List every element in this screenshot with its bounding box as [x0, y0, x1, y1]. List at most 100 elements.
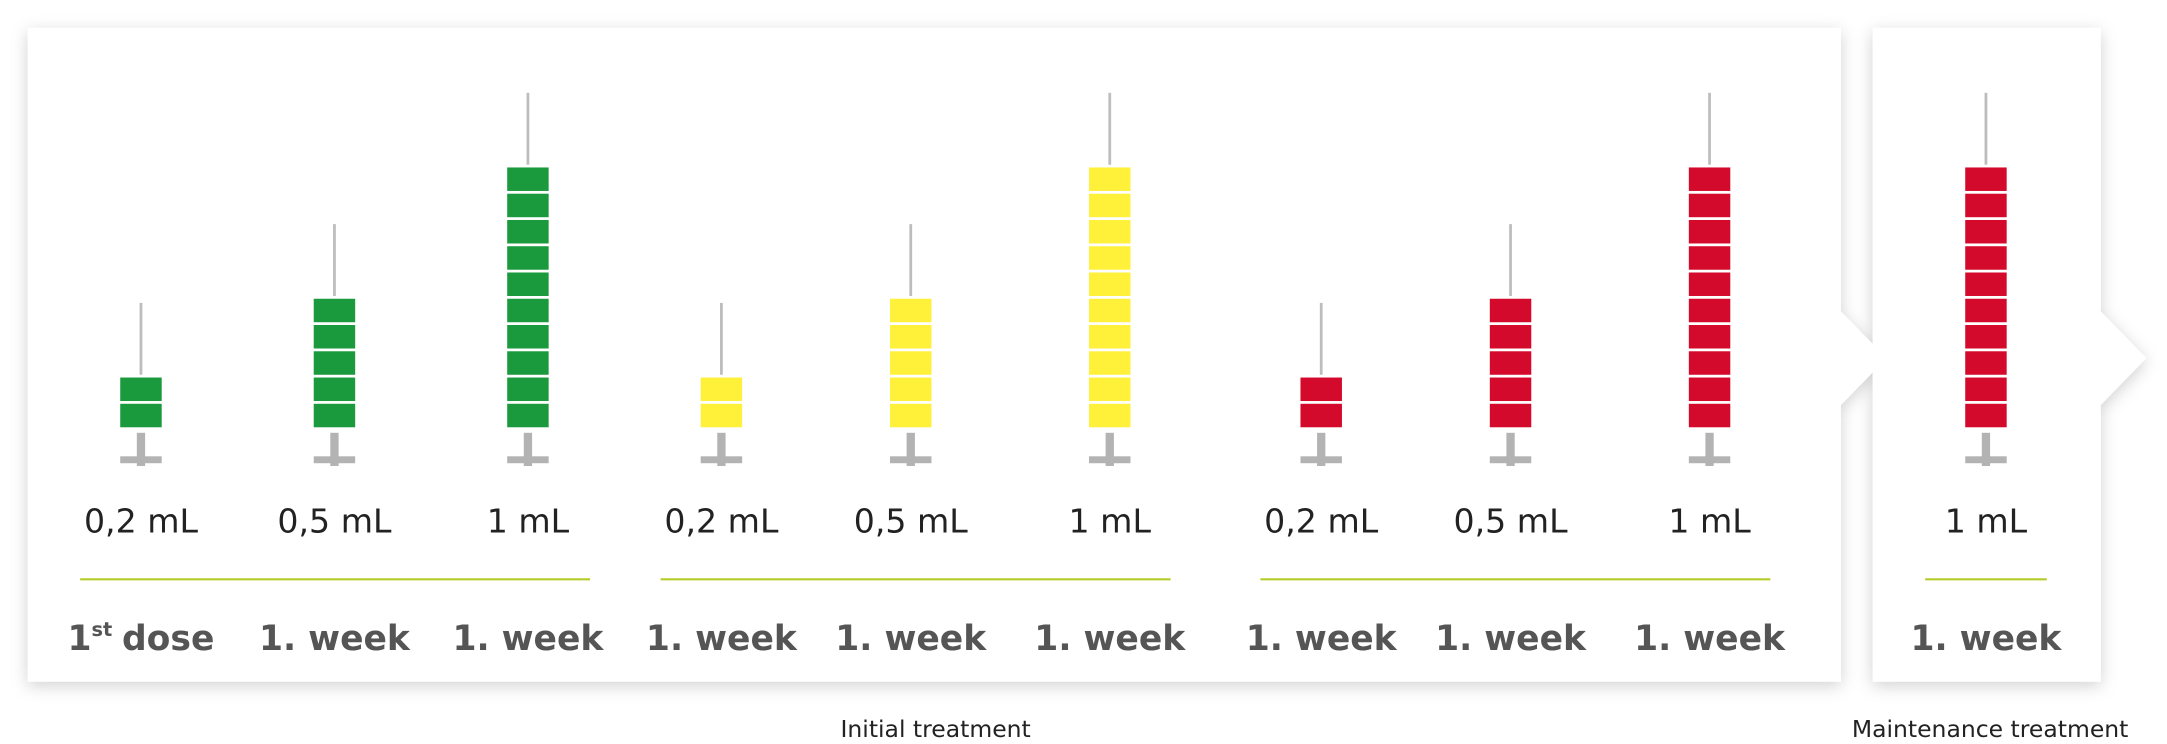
- dose-segment: [507, 272, 549, 296]
- timing-label: 1. week: [1246, 619, 1398, 659]
- plunger-base: [1489, 456, 1532, 464]
- timing-label: 1. week: [452, 619, 604, 659]
- phase-label: Maintenance treatment: [1852, 715, 2129, 743]
- plunger-base: [890, 456, 932, 464]
- syringe: [890, 224, 932, 466]
- dose-segment: [1965, 193, 2007, 218]
- dose-segment: [1688, 403, 1731, 428]
- dose-segment: [1489, 325, 1532, 349]
- dose-segment: [700, 403, 743, 428]
- needle: [720, 302, 723, 375]
- plunger-base: [1688, 456, 1731, 464]
- dose-segment: [1300, 377, 1342, 402]
- needle: [333, 224, 336, 296]
- plunger: [1105, 432, 1114, 466]
- dose-label: 1 mL: [1069, 501, 1152, 540]
- plunger: [1981, 432, 1991, 466]
- dose-segment: [1965, 403, 2007, 428]
- syringe: [1688, 92, 1731, 466]
- dose-segment: [313, 298, 356, 323]
- dose-segment: [1089, 246, 1131, 270]
- dose-segment: [890, 298, 932, 323]
- dose-segment: [1965, 377, 2007, 402]
- timing-label: 1. week: [1435, 619, 1587, 659]
- timing-word: dose: [122, 619, 214, 659]
- dose-segment: [1965, 272, 2007, 296]
- needle: [526, 92, 530, 165]
- phase-label: Initial treatment: [840, 715, 1030, 743]
- dose-segment: [313, 325, 356, 349]
- dose-segment: [1089, 351, 1131, 375]
- plunger: [1705, 432, 1714, 466]
- dose-segment: [1089, 167, 1131, 191]
- dose-segment: [507, 377, 549, 402]
- timing-label: 1. week: [1634, 619, 1786, 659]
- dose-segment: [1688, 246, 1731, 270]
- dose-segment: [1965, 246, 2007, 270]
- panels: [27, 27, 2147, 682]
- timing-label: 1. week: [1034, 619, 1186, 659]
- dose-segment: [313, 351, 356, 375]
- needle: [909, 224, 913, 296]
- dose-segment: [1688, 167, 1731, 191]
- dose-segment: [1688, 377, 1731, 402]
- dose-segment: [120, 377, 162, 402]
- dose-segment: [1688, 298, 1731, 323]
- dose-segment: [1089, 193, 1131, 218]
- syringe: [1300, 302, 1342, 466]
- timing-suffix: st: [92, 618, 113, 641]
- dose-segment: [1089, 219, 1131, 244]
- plunger: [906, 432, 915, 466]
- timing-label: 1. week: [835, 619, 987, 659]
- plunger-base: [700, 456, 743, 464]
- plunger-base: [507, 456, 549, 464]
- dose-segment: [1489, 351, 1532, 375]
- syringe: [1489, 224, 1532, 466]
- needle: [139, 302, 143, 375]
- dose-label: 1 mL: [1668, 501, 1751, 540]
- needle: [1108, 92, 1112, 165]
- dose-segment: [1688, 272, 1731, 296]
- syringe: [120, 302, 162, 466]
- dose-segment: [1688, 325, 1731, 349]
- dose-segment: [507, 167, 549, 191]
- dose-label: 0,5 mL: [854, 501, 969, 540]
- dose-segment: [1688, 351, 1731, 375]
- needle: [1509, 224, 1512, 296]
- dose-segment: [1688, 219, 1731, 244]
- dose-segment: [120, 403, 162, 428]
- plunger-base: [1965, 456, 2007, 464]
- dose-segment: [507, 351, 549, 375]
- dose-segment: [1965, 219, 2007, 244]
- plunger: [717, 432, 726, 466]
- initial-panel: [27, 27, 1887, 682]
- timing-label: 1. week: [1910, 619, 2062, 659]
- syringe: [1089, 92, 1131, 466]
- plunger: [330, 432, 339, 466]
- dose-label: 0,2 mL: [84, 501, 199, 540]
- dose-segment: [1089, 298, 1131, 323]
- dose-segment: [700, 377, 743, 402]
- dose-label: 0,2 mL: [664, 501, 779, 540]
- dose-segment: [1965, 351, 2007, 375]
- dose-segment: [890, 325, 932, 349]
- syringe: [313, 224, 356, 466]
- dose-segment: [1965, 325, 2007, 349]
- dose-segment: [507, 219, 549, 244]
- dose-segment: [1965, 298, 2007, 323]
- dose-segment: [1489, 298, 1532, 323]
- dose-segment: [1300, 403, 1342, 428]
- dose-segment: [1489, 403, 1532, 428]
- syringe: [507, 92, 549, 466]
- dose-segment: [1089, 403, 1131, 428]
- timing-label: 1st dose: [67, 618, 214, 659]
- dose-label: 1 mL: [487, 501, 570, 540]
- dose-segment: [507, 403, 549, 428]
- dose-segment: [507, 193, 549, 218]
- dose-label: 0,5 mL: [1454, 501, 1569, 540]
- dose-label: 1 mL: [1945, 501, 2028, 540]
- dose-segment: [1089, 272, 1131, 296]
- dose-label: 0,2 mL: [1264, 501, 1379, 540]
- maintenance-panel: [1872, 27, 2147, 682]
